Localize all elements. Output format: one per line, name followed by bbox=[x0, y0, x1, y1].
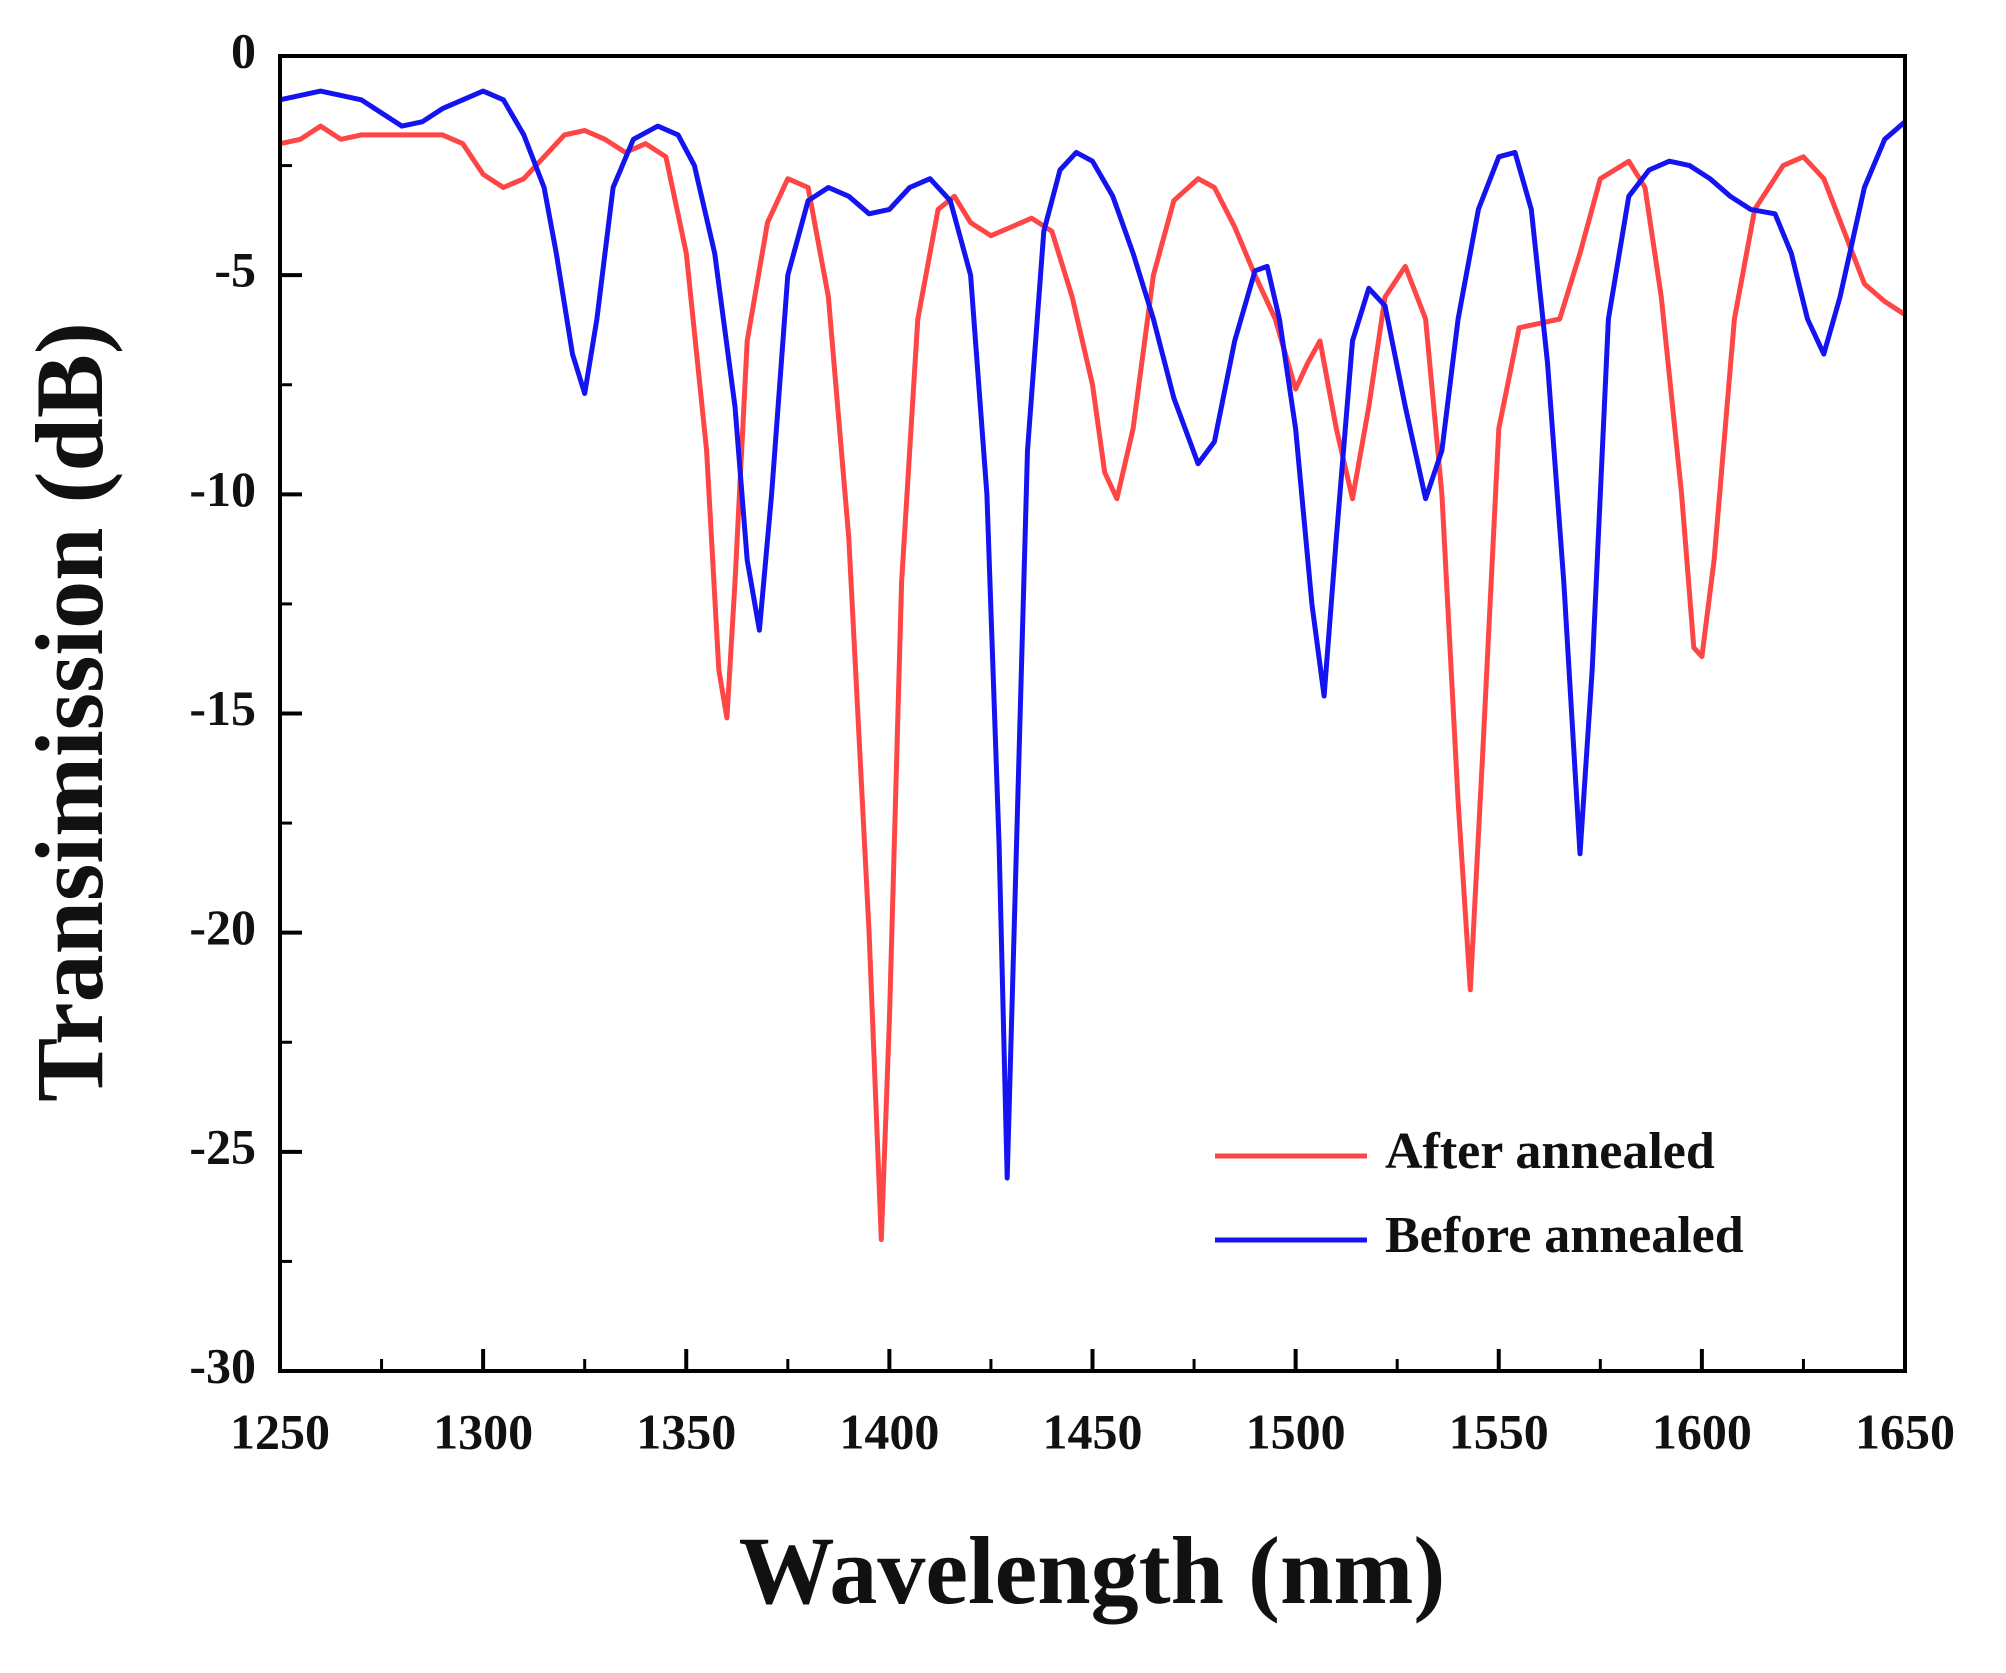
x-tick-label: 1350 bbox=[636, 1403, 736, 1459]
x-tick-label: 1600 bbox=[1652, 1403, 1752, 1459]
series-line bbox=[279, 123, 1907, 1242]
series-line bbox=[279, 88, 1907, 1181]
y-axis-label: Transimission (dB) bbox=[16, 322, 123, 1102]
x-tick-label: 1450 bbox=[1043, 1403, 1143, 1459]
x-tick-label: 1300 bbox=[433, 1403, 533, 1459]
x-tick-label: 1250 bbox=[230, 1403, 330, 1459]
x-tick-label: 1550 bbox=[1449, 1403, 1549, 1459]
x-axis-label: Wavelength (nm) bbox=[739, 1517, 1446, 1624]
y-tick-label: -15 bbox=[189, 680, 256, 736]
y-tick-label: -25 bbox=[189, 1118, 256, 1174]
x-tick-label: 1650 bbox=[1855, 1403, 1955, 1459]
y-tick-label: -30 bbox=[189, 1337, 256, 1393]
y-tick-label: -5 bbox=[214, 242, 256, 298]
y-tick-label: -10 bbox=[189, 461, 256, 517]
legend-label: After annealed bbox=[1385, 1123, 1715, 1180]
legend-label: Before annealed bbox=[1385, 1207, 1744, 1264]
y-tick-label: -20 bbox=[189, 899, 256, 955]
x-tick-label: 1400 bbox=[839, 1403, 939, 1459]
x-tick-label: 1500 bbox=[1246, 1403, 1346, 1459]
y-tick-label: 0 bbox=[231, 22, 256, 78]
